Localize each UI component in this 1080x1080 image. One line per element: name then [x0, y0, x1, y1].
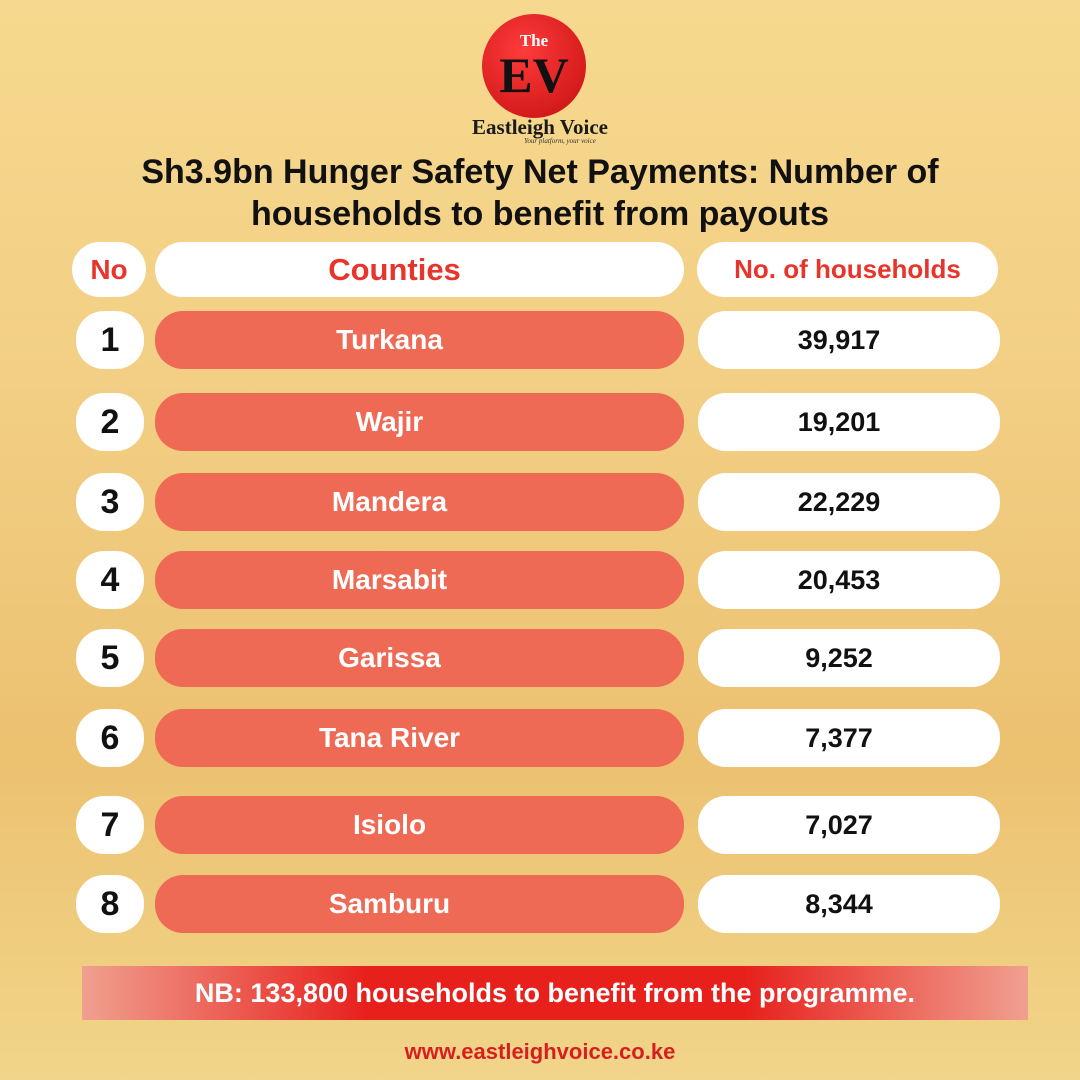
households: 22,229: [698, 473, 1000, 531]
households: 7,027: [698, 796, 1000, 854]
county: Garissa: [155, 629, 684, 687]
county: Tana River: [155, 709, 684, 767]
households: 8,344: [698, 875, 1000, 933]
logo-tagline: Your platform, your voice: [524, 137, 596, 145]
county: Isiolo: [155, 796, 684, 854]
logo-circle: The EV: [482, 14, 586, 118]
row-number: 4: [76, 551, 144, 609]
logo-the: The: [519, 30, 549, 50]
county: Wajir: [155, 393, 684, 451]
county: Samburu: [155, 875, 684, 933]
row-number: 1: [76, 311, 144, 369]
note: NB: 133,800 households to benefit from t…: [82, 966, 1028, 1020]
households: 9,252: [698, 629, 1000, 687]
row-number: 2: [76, 393, 144, 451]
header-cell: No: [72, 242, 146, 297]
row-number: 5: [76, 629, 144, 687]
header-cell: Counties: [155, 242, 684, 297]
website: www.eastleighvoice.co.ke: [404, 1039, 676, 1064]
county: Turkana: [155, 311, 684, 369]
row-number: 6: [76, 709, 144, 767]
row-number: 8: [76, 875, 144, 933]
row-number: 7: [76, 796, 144, 854]
title-line: households to benefit from payouts: [250, 194, 830, 233]
households: 39,917: [698, 311, 1000, 369]
county: Marsabit: [155, 551, 684, 609]
title-line: Sh3.9bn Hunger Safety Net Payments: Numb…: [141, 152, 939, 191]
row-number: 3: [76, 473, 144, 531]
households: 19,201: [698, 393, 1000, 451]
logo-name: Eastleigh Voice: [472, 114, 608, 139]
county: Mandera: [155, 473, 684, 531]
households: 7,377: [698, 709, 1000, 767]
households: 20,453: [698, 551, 1000, 609]
header-cell: No. of households: [697, 242, 998, 297]
logo-mark: EV: [499, 46, 569, 103]
